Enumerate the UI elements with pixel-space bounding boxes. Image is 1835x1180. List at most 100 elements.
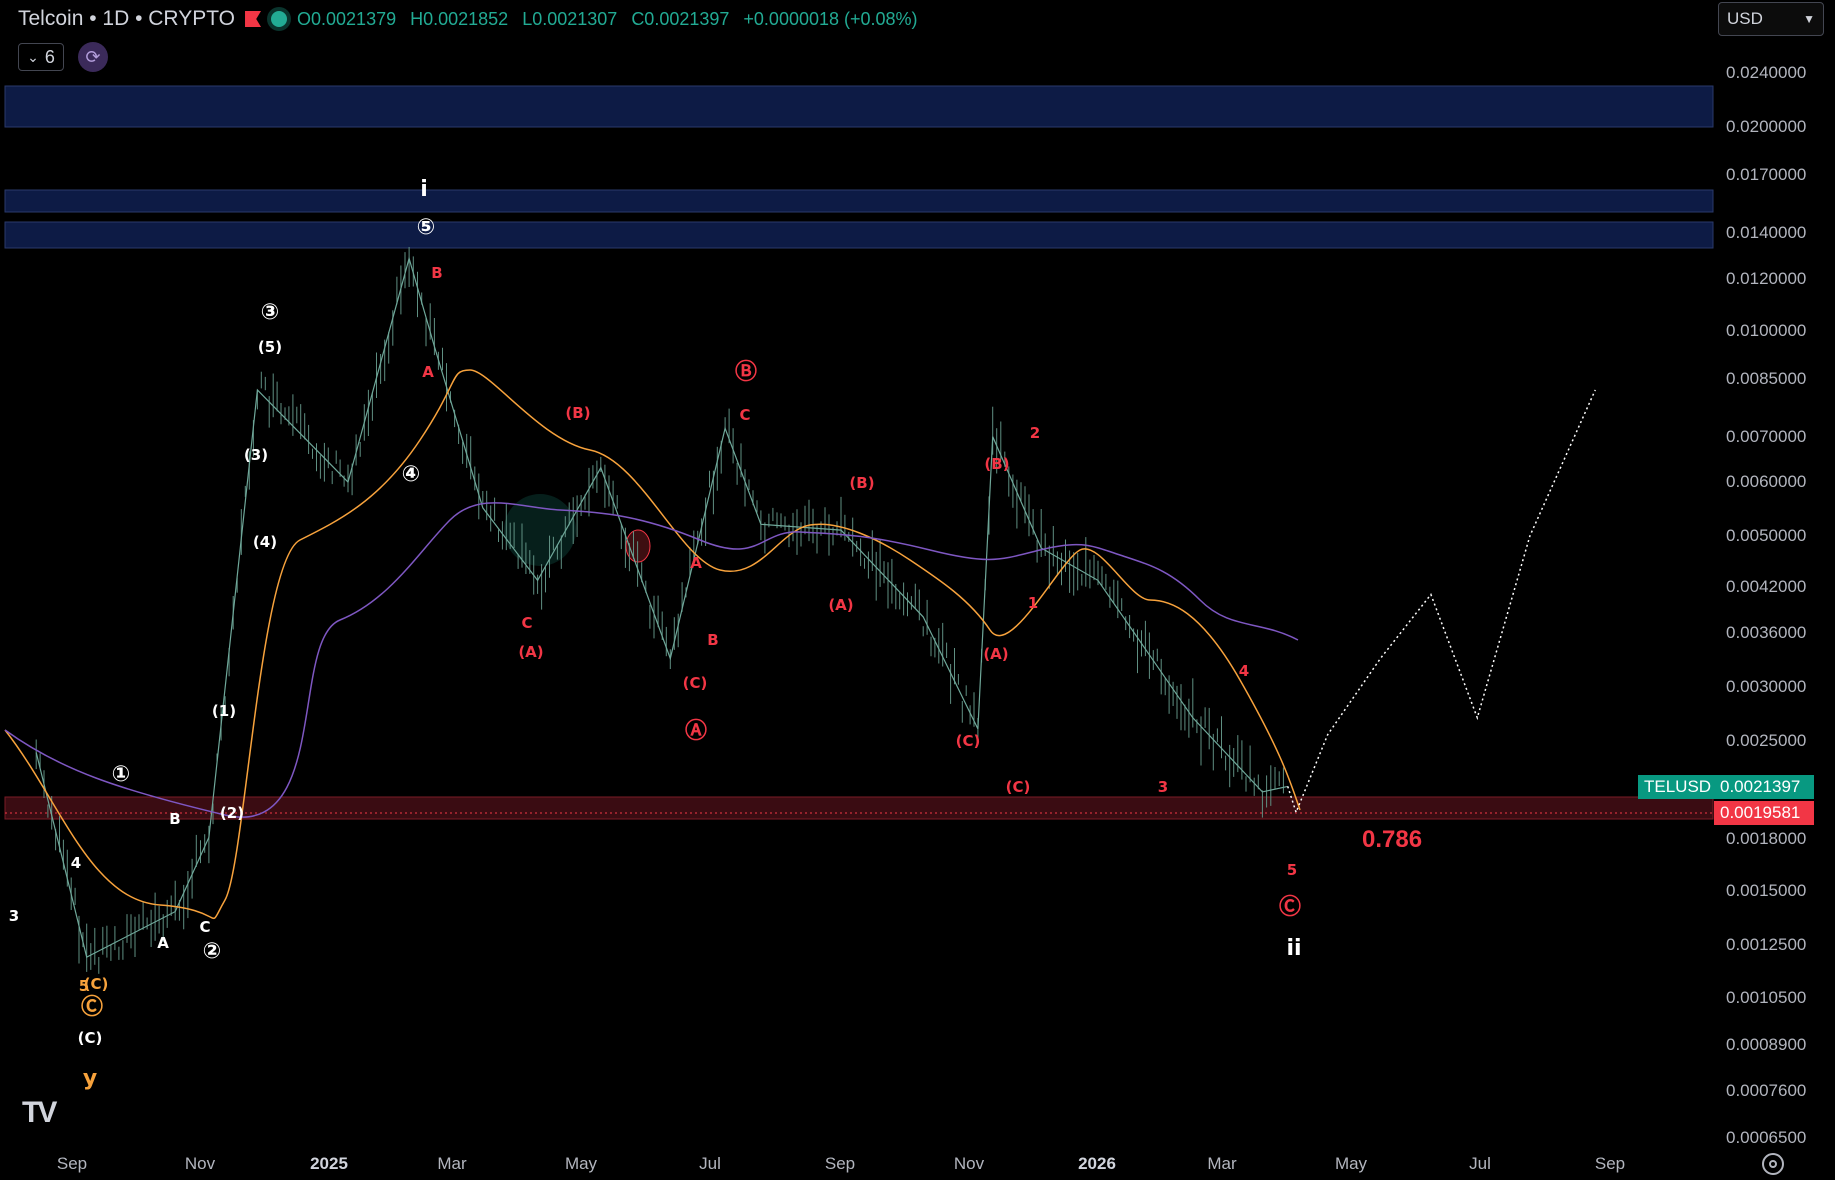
currency-select[interactable]: USD ▼ [1718,2,1824,36]
wave-label: A [690,554,702,572]
moving-average-fast [4,369,1301,920]
gear-icon[interactable] [1762,1153,1784,1175]
zone-top [4,85,1714,128]
wave-label: (B) [565,404,590,422]
chevron-down-icon: ⌄ [27,48,39,65]
open-value: O0.0021379 [297,8,397,29]
wave-label: A [157,934,169,952]
wave-label: 5 [79,977,89,995]
time-tick-label: Sep [824,1154,856,1173]
wave-label: i [420,177,428,202]
price-tick-label: 0.0140000 [1726,223,1807,242]
wave-label: (C) [683,674,708,692]
price-tick-label: 0.0120000 [1726,269,1807,288]
wave-label: (1) [212,702,236,720]
projection-path [1286,389,1596,815]
price-tick-label: 0.0060000 [1726,472,1807,491]
time-tick-label: Nov [953,1154,985,1173]
wave-label: ③ [261,300,280,325]
time-tick-label: Sep [56,1154,88,1173]
wave-label: ⑤ [417,215,436,240]
indicators-toggle-button[interactable]: ⌄ 6 [18,43,64,71]
change-value: +0.0000018 (+0.08%) [743,8,918,29]
chevron-down-icon: ▼ [1803,12,1815,26]
time-tick-label: Jul [1469,1154,1491,1173]
wave-label: (5) [258,338,282,356]
price-tick-label: 0.0170000 [1726,165,1807,184]
time-tick-label: Mar [1207,1154,1237,1173]
tradingview-logo[interactable]: TV [22,1096,57,1129]
wave-label: A [422,363,434,381]
wave-label: 5 [1287,861,1297,879]
wave-label: Ⓑ [735,359,757,385]
price-series-line [35,256,1288,958]
price-tick-label: 0.0240000 [1726,63,1807,82]
time-tick-label: Mar [437,1154,467,1173]
symbol-tag-text: TELUSD [1644,777,1712,796]
wave-label: (A) [518,643,543,661]
wave-label: (C) [956,732,981,750]
wave-label: (B) [849,474,874,492]
price-tick-label: 0.0030000 [1726,677,1807,696]
price-tick-label: 0.0018000 [1726,829,1807,848]
support-zone [4,796,1714,820]
wave-label: C [521,614,532,632]
wave-label: 3 [9,907,19,925]
price-tick-label: 0.0006500 [1726,1128,1807,1147]
level-price-tag: 0.0019581 [1714,801,1814,825]
last-price-tag: 0.0021397 [1714,775,1814,799]
wave-label: 4 [71,854,81,872]
wave-label: (2) [220,804,244,822]
wave-label: 3 [1158,778,1168,796]
market-status-icon[interactable] [271,11,288,27]
symbol-title[interactable]: Telcoin • 1D • CRYPTO [18,7,236,30]
wave-label: Ⓒ [81,994,103,1020]
price-tick-label: 0.0008900 [1726,1035,1807,1054]
wave-label: Ⓒ [1279,894,1301,920]
symbol-header: Telcoin • 1D • CRYPTO O0.0021379 H0.0021… [18,6,918,32]
wave-label: C [199,918,210,936]
price-tick-label: 0.0012500 [1726,935,1807,954]
wave-label: y [83,1066,97,1091]
level-price-text: 0.0019581 [1720,803,1801,822]
wave-label: 1 [1028,594,1038,612]
wave-label: ④ [402,462,421,487]
last-price-text: 0.0021397 [1720,777,1801,796]
wave-label: B [431,264,442,282]
price-tick-label: 0.0010500 [1726,988,1807,1007]
indicator-row: ⌄ 6 ⟳ [18,42,108,72]
close-value: C0.0021397 [631,8,730,29]
high-value: H0.0021852 [410,8,509,29]
wave-label: (3) [244,446,268,464]
wave-label: (4) [253,533,277,551]
wave-label: B [707,631,718,649]
ohlc-values: O0.0021379 H0.0021852 L0.0021307 C0.0021… [297,9,918,30]
price-tick-label: 0.0100000 [1726,321,1807,340]
low-value: L0.0021307 [522,8,618,29]
wave-label: (C) [84,975,109,993]
price-tick-label: 0.0015000 [1726,881,1807,900]
moving-average-slow [4,502,1299,818]
wave-label: (A) [828,596,853,614]
price-tick-label: 0.0036000 [1726,623,1807,642]
time-tick-label: May [1334,1154,1368,1173]
wave-label: (B) [984,455,1009,473]
wave-label: (A) [983,645,1008,663]
zone-mid [4,189,1714,213]
time-tick-label: 2025 [310,1154,348,1173]
price-tick-label: 0.0200000 [1726,117,1807,136]
time-tick-label: 2026 [1078,1154,1116,1173]
wave-label: 2 [1030,424,1040,442]
fib-level-label: 0.786 [1362,826,1423,853]
wave-label: Ⓐ [685,718,707,744]
wave-label: B [169,810,180,828]
price-tick-label: 0.0025000 [1726,731,1807,750]
symbol-tag: TELUSD [1638,775,1714,799]
sync-icon[interactable]: ⟳ [78,42,108,72]
time-tick-label: Nov [184,1154,216,1173]
flag-icon[interactable] [245,11,262,27]
price-tick-label: 0.0085000 [1726,369,1807,388]
price-tick-label: 0.0042000 [1726,577,1807,596]
